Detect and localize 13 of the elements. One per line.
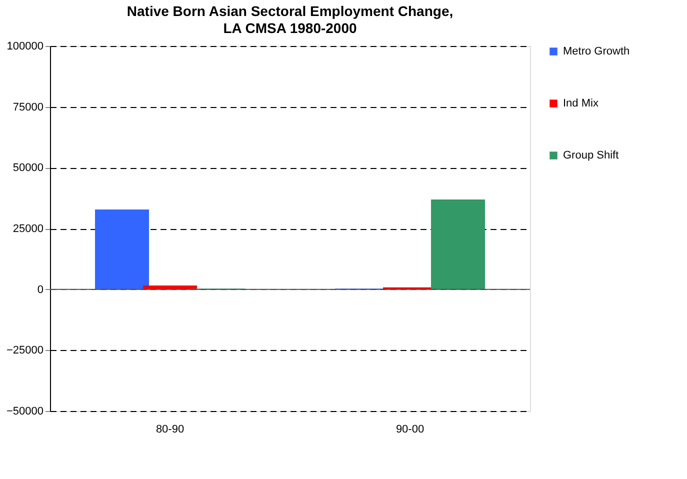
y-tick-label: 0 <box>37 284 44 296</box>
legend-label: Ind Mix <box>563 98 599 110</box>
y-tick-label: −50000 <box>6 406 44 418</box>
chart-title: Native Born Asian Sectoral Employment Change, LA CMSA 1980-2000 <box>126 3 454 36</box>
y-tick-label: −25000 <box>6 344 44 357</box>
legend-label: Group Shift <box>563 150 619 162</box>
y-tick-label: 25000 <box>12 223 44 235</box>
x-tick-label: 80-90 <box>156 424 184 436</box>
y-tick-label: 100000 <box>6 40 44 52</box>
x-tick-label: 90-00 <box>396 424 424 436</box>
legend-label: Metro Growth <box>563 46 630 58</box>
y-tick-label: 50000 <box>12 162 44 174</box>
y-tick-label: 75000 <box>12 101 44 114</box>
